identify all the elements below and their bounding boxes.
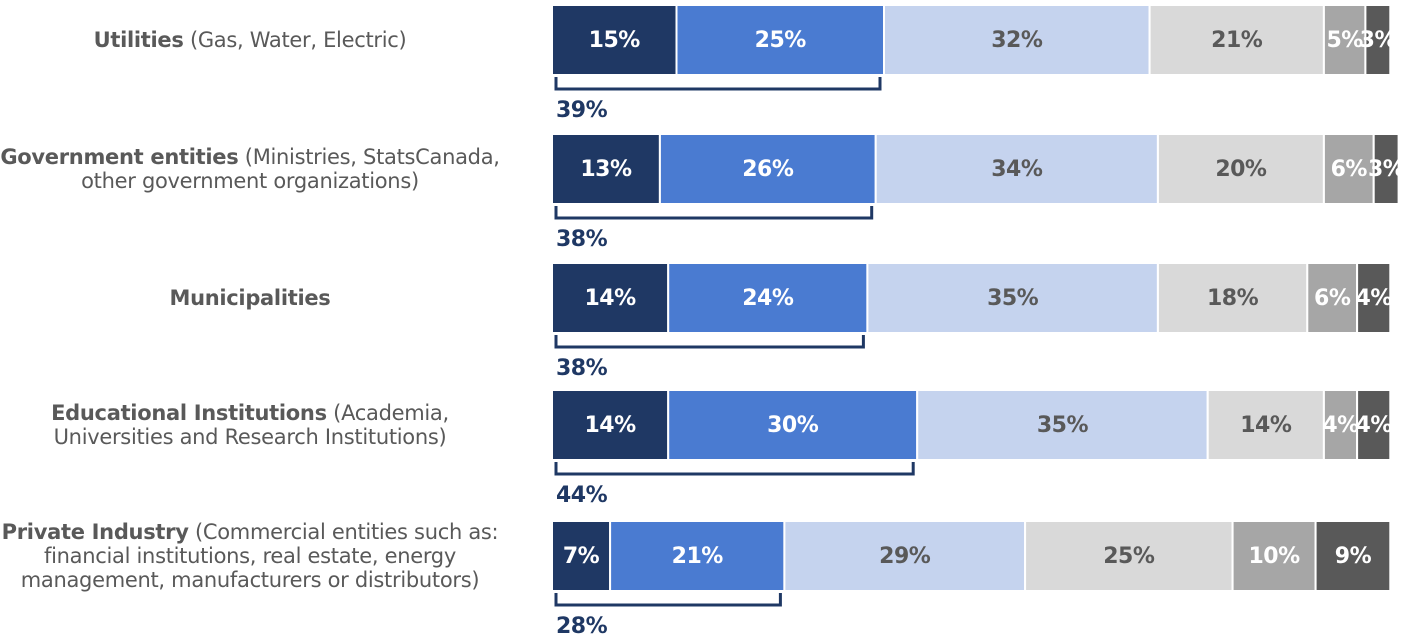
- category-name: Educational Institutions: [51, 401, 327, 425]
- segment-label: 6%: [1331, 157, 1368, 182]
- bar-segment: [1322, 133, 1375, 205]
- bar-segment: [1356, 262, 1392, 334]
- segment-label: 20%: [1215, 157, 1267, 182]
- category-name: Private Industry: [1, 520, 189, 544]
- bracket-label: 44%: [556, 483, 608, 508]
- segment-label: 13%: [580, 157, 632, 182]
- bar-segment: [675, 4, 885, 76]
- segment-label: 34%: [991, 157, 1043, 182]
- bar-segment: [1024, 520, 1234, 592]
- segment-label: 35%: [1037, 413, 1089, 438]
- bracket-label: 28%: [556, 614, 608, 635]
- segment-label: 4%: [1322, 413, 1359, 438]
- bar-segment: [667, 389, 919, 461]
- bar-segment: [1148, 4, 1325, 76]
- bar-segment: [1306, 262, 1359, 334]
- bracket-label: 39%: [556, 98, 608, 123]
- bar-segment: [1322, 4, 1367, 76]
- bar-segment: [1156, 133, 1325, 205]
- category-name: Municipalities: [169, 286, 331, 310]
- segment-label: 25%: [755, 28, 807, 53]
- segment-label: 21%: [1211, 28, 1263, 53]
- segment-label: 15%: [589, 28, 641, 53]
- segment-label: 14%: [585, 286, 637, 311]
- category-label: Government entities (Ministries, StatsCa…: [0, 109, 500, 229]
- segment-label: 24%: [742, 286, 794, 311]
- bar-segment: [783, 520, 1027, 592]
- category-label: Utilities (Gas, Water, Electric): [0, 0, 500, 100]
- segment-label: 4%: [1356, 286, 1393, 311]
- bracket-label: 38%: [556, 227, 608, 252]
- segment-label: 26%: [742, 157, 794, 182]
- bar-segment: [1231, 520, 1317, 592]
- bar-segment: [1372, 133, 1400, 205]
- segment-label: 35%: [987, 286, 1039, 311]
- category-text: Private Industry (Commercial entities su…: [0, 520, 500, 592]
- segment-label: 6%: [1314, 286, 1351, 311]
- segment-label: 29%: [879, 544, 931, 569]
- category-name: Government entities: [0, 145, 239, 169]
- segment-label: 7%: [563, 544, 600, 569]
- segment-label: 25%: [1103, 544, 1155, 569]
- bar-segment: [551, 133, 661, 205]
- category-text: Utilities (Gas, Water, Electric): [94, 28, 407, 52]
- segment-label: 9%: [1335, 544, 1372, 569]
- bar-segment: [874, 133, 1159, 205]
- bar-segment: [551, 262, 670, 334]
- segment-label: 30%: [767, 413, 819, 438]
- bracket: [554, 77, 882, 91]
- bar-segment: [1206, 389, 1325, 461]
- segment-label: 14%: [1240, 413, 1292, 438]
- category-detail: (Commercial entities such as: financial …: [20, 520, 499, 592]
- category-text: Educational Institutions (Academia, Univ…: [0, 401, 500, 449]
- bar-segment: [1314, 520, 1392, 592]
- segment-label: 4%: [1356, 413, 1393, 438]
- bar-segment: [658, 133, 877, 205]
- segment-label: 3%: [1368, 157, 1405, 182]
- segment-label: 14%: [585, 413, 637, 438]
- bar-segment: [1364, 4, 1392, 76]
- bar-segment: [1322, 389, 1359, 461]
- segment-label: 32%: [991, 28, 1043, 53]
- bar-segment: [916, 389, 1209, 461]
- category-detail: (Academia, Universities and Research Ins…: [53, 401, 450, 449]
- segment-label: 18%: [1207, 286, 1259, 311]
- category-text: Municipalities: [169, 286, 330, 310]
- segment-label: 10%: [1249, 544, 1301, 569]
- category-detail: (Ministries, StatsCanada, other governme…: [81, 145, 500, 193]
- bar-segment: [551, 389, 670, 461]
- bar-segment: [866, 262, 1159, 334]
- bar-segment: [1156, 262, 1309, 334]
- bar-segment: [609, 520, 786, 592]
- category-label: Municipalities: [0, 238, 500, 358]
- bar-segment: [667, 262, 869, 334]
- category-label: Private Industry (Commercial entities su…: [0, 496, 500, 616]
- bar-segment: [1356, 389, 1392, 461]
- bracket: [554, 462, 915, 476]
- bracket: [554, 593, 782, 607]
- category-detail: (Gas, Water, Electric): [189, 28, 407, 52]
- bracket: [554, 335, 865, 349]
- bracket: [554, 206, 874, 220]
- category-label: Educational Institutions (Academia, Univ…: [0, 365, 500, 485]
- segment-label: 5%: [1326, 28, 1363, 53]
- bar-segment: [551, 4, 678, 76]
- segment-label: 3%: [1360, 28, 1397, 53]
- segment-label: 21%: [672, 544, 724, 569]
- category-text: Government entities (Ministries, StatsCa…: [0, 145, 500, 193]
- bracket-label: 38%: [556, 356, 608, 381]
- category-name: Utilities: [93, 28, 184, 52]
